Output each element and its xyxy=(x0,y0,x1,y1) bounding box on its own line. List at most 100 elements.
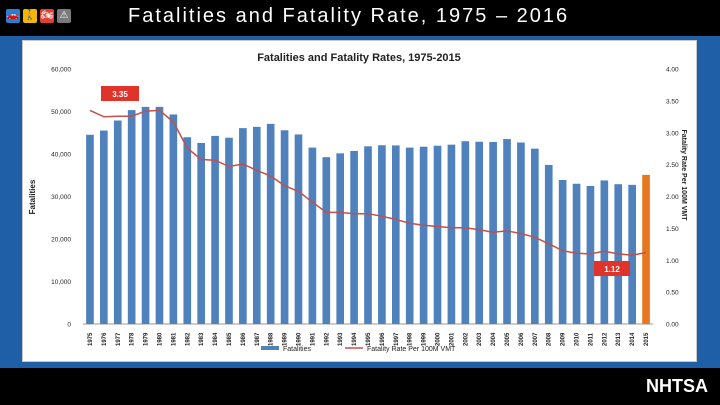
annotations: 3.35 1.12 xyxy=(101,86,630,276)
bar xyxy=(141,106,150,324)
x-tick-label: 1975 xyxy=(88,332,94,346)
x-tick-label: 1987 xyxy=(255,332,261,346)
x-tick-label: 2001 xyxy=(449,332,455,346)
y-tick-label: 30,000 xyxy=(51,194,71,201)
bar xyxy=(600,180,609,324)
x-tick-label: 1999 xyxy=(422,332,428,346)
x-tick-label: 1998 xyxy=(408,332,414,346)
x-tick-label: 1977 xyxy=(116,332,122,346)
x-tick-label: 2015 xyxy=(644,332,650,346)
bar-series xyxy=(86,106,650,325)
y2-tick-label: 4.00 xyxy=(666,67,679,74)
y2-axis-ticks: 0.00 0.50 1.00 1.50 2.00 2.50 3.00 3.50 4.00 xyxy=(666,67,679,329)
x-tick-label: 1997 xyxy=(394,332,400,346)
chart-panel: Fatalities and Fatality Rates, 1975-2015… xyxy=(22,40,697,362)
pedestrian-icon: 🚶 xyxy=(23,9,37,23)
bar xyxy=(86,134,94,324)
annotation-label-start: 3.35 xyxy=(112,90,128,99)
bar xyxy=(100,130,108,324)
x-tick-label: 1989 xyxy=(283,332,289,346)
x-tick-label: 2005 xyxy=(505,332,511,346)
x-tick-label: 1986 xyxy=(241,332,247,346)
x-tick-label: 1978 xyxy=(130,332,136,346)
bar xyxy=(531,148,539,324)
bar xyxy=(642,174,650,324)
warning-icon: ⚠ xyxy=(57,9,71,23)
y-tick-label: 10,000 xyxy=(51,279,71,286)
y2-tick-label: 2.00 xyxy=(666,194,679,201)
bar xyxy=(197,142,205,324)
bar xyxy=(127,110,136,324)
x-tick-label: 1992 xyxy=(324,332,330,346)
bar xyxy=(252,126,261,324)
chart-svg: Fatalities and Fatality Rates, 1975-2015… xyxy=(28,52,687,353)
y-tick-label: 0 xyxy=(67,322,71,329)
x-tick-label: 1984 xyxy=(213,332,219,346)
y-axis-label: Fatalities xyxy=(28,179,37,214)
x-tick-label: 2011 xyxy=(588,332,594,346)
bar xyxy=(364,146,372,324)
legend-label-rate: Fatality Rate Per 100M VMT xyxy=(367,346,456,353)
bar xyxy=(350,150,358,324)
bar xyxy=(378,145,386,324)
x-tick-label: 1995 xyxy=(366,332,372,346)
bar xyxy=(461,141,470,324)
bar xyxy=(183,137,192,324)
annotation-box-end xyxy=(594,261,630,276)
y2-axis-label: Fatality Rate Per 100M VMT xyxy=(680,129,687,221)
x-tick-label: 1990 xyxy=(296,332,302,346)
y2-tick-label: 1.50 xyxy=(666,226,679,233)
x-tick-label: 2010 xyxy=(575,332,581,346)
footer-bar: NHTSA xyxy=(0,368,720,405)
annotation-box-start xyxy=(101,86,139,101)
y-axis-ticks: 0 10,000 20,000 30,000 40,000 50,000 60,000 xyxy=(51,67,71,329)
bar xyxy=(211,135,219,324)
y-tick-label: 40,000 xyxy=(51,152,71,159)
x-tick-label: 2009 xyxy=(561,332,567,346)
y2-tick-label: 0.00 xyxy=(666,322,679,329)
header-bar: 🚗 🚶 🏍 ⚠ Fatalities and Fatality Rate, 19… xyxy=(0,0,720,36)
x-tick-label: 1980 xyxy=(157,332,163,346)
line-series xyxy=(89,109,647,256)
brand-logo: NHTSA xyxy=(646,376,708,396)
bar xyxy=(113,120,122,325)
x-tick-label: 2013 xyxy=(616,332,622,346)
x-tick-label: 1996 xyxy=(380,332,386,346)
y2-tick-label: 3.00 xyxy=(666,130,679,137)
x-tick-label: 1981 xyxy=(171,332,177,346)
x-tick-label: 1994 xyxy=(352,332,358,346)
x-axis-ticks: 1975 1976 1977 1978 1979 1980 1981 1982 1983 1984… xyxy=(88,332,650,346)
legend-swatch-fatalities xyxy=(261,346,279,350)
x-tick-label: 2008 xyxy=(547,332,553,346)
bar xyxy=(225,137,233,324)
motorcycle-icon: 🏍 xyxy=(40,9,54,23)
bar xyxy=(447,144,456,324)
fatality-rate-line xyxy=(89,109,647,256)
bar xyxy=(558,179,567,324)
x-tick-label: 2012 xyxy=(602,332,608,346)
x-tick-label: 2006 xyxy=(519,332,525,346)
legend-label-fatalities: Fatalities xyxy=(283,346,312,353)
x-tick-label: 2002 xyxy=(463,332,469,346)
chart-title: Fatalities and Fatality Rates, 1975-2015 xyxy=(257,52,461,64)
bar xyxy=(239,128,247,324)
bar xyxy=(169,114,178,324)
legend: Fatalities Fatality Rate Per 100M VMT xyxy=(261,346,456,353)
annotation-label-end: 1.12 xyxy=(604,265,620,274)
icon-strip: 🚗 🚶 🏍 ⚠ xyxy=(6,9,71,23)
x-tick-label: 1976 xyxy=(102,332,108,346)
bar xyxy=(155,106,164,324)
y-tick-label: 20,000 xyxy=(51,237,71,244)
x-tick-label: 2000 xyxy=(436,332,442,346)
y-tick-label: 50,000 xyxy=(51,109,71,116)
x-tick-label: 1991 xyxy=(310,332,316,346)
y-tick-label: 60,000 xyxy=(51,67,71,74)
x-tick-label: 2014 xyxy=(630,332,636,346)
bar xyxy=(280,130,289,324)
bar xyxy=(586,185,595,324)
x-tick-label: 1993 xyxy=(338,332,344,346)
y2-tick-label: 0.50 xyxy=(666,290,679,297)
bar xyxy=(489,141,497,324)
x-tick-label: 1979 xyxy=(144,332,150,346)
x-tick-label: 2004 xyxy=(491,332,497,346)
